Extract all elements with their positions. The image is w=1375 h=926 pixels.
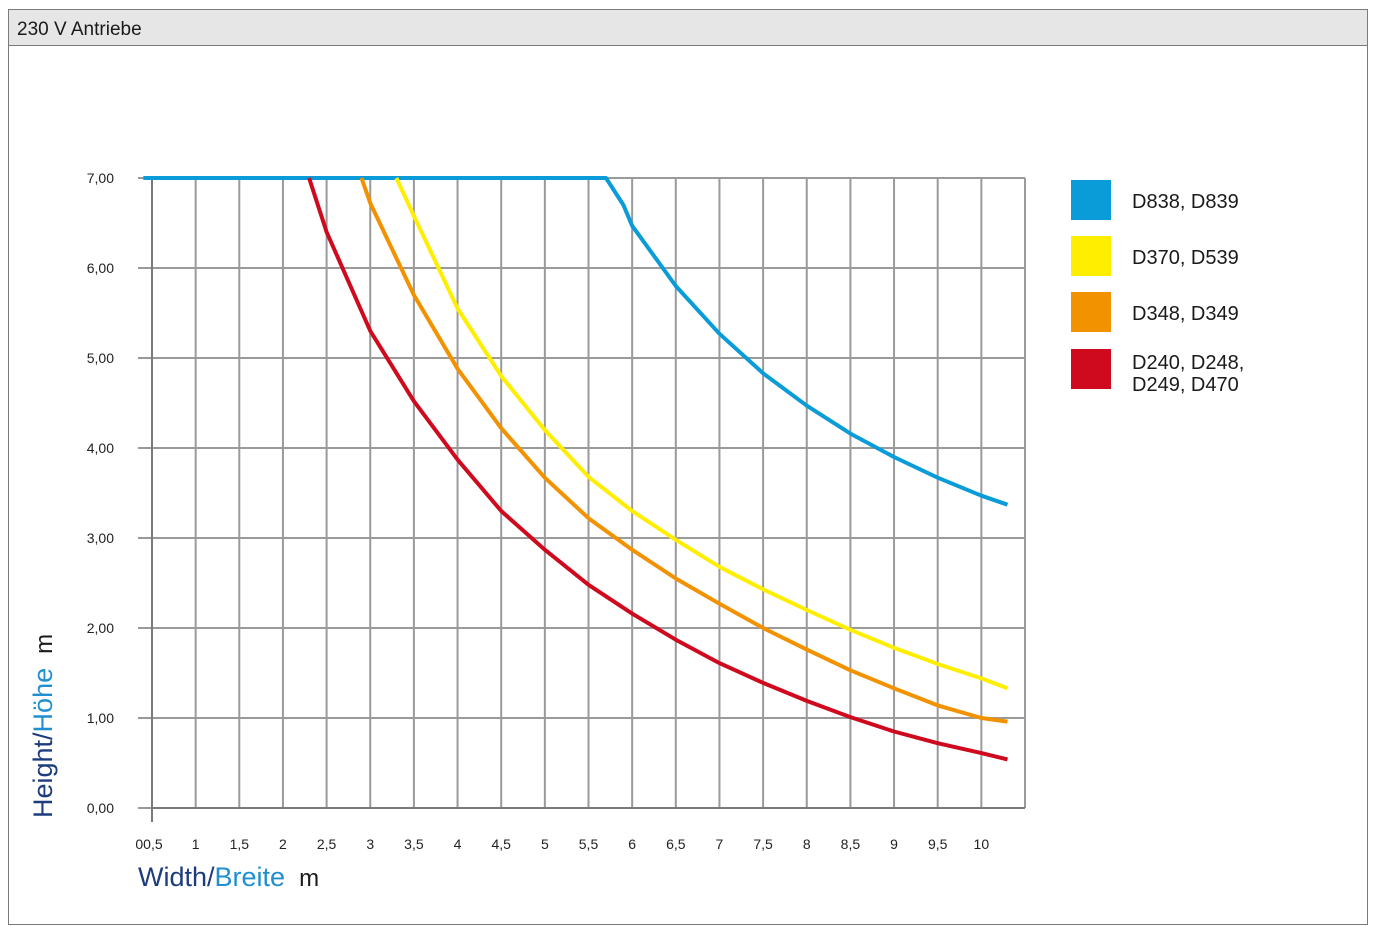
x-tick-label: 10 bbox=[974, 836, 990, 852]
y-tick-label: 5,00 bbox=[87, 350, 114, 366]
title-bar: 230 V Antriebe bbox=[9, 10, 1367, 46]
x-tick-label: 7 bbox=[716, 836, 724, 852]
chart-window: 230 V Antriebe bbox=[8, 9, 1368, 925]
legend-swatch bbox=[1071, 292, 1111, 332]
legend-label: D240, D248, bbox=[1132, 352, 1244, 374]
legend-swatch bbox=[1071, 180, 1111, 220]
x-tick-label: 9,5 bbox=[928, 836, 948, 852]
x-tick-label: 8,5 bbox=[841, 836, 861, 852]
series-line-2 bbox=[394, 177, 1009, 691]
x-tick-label: 4 bbox=[454, 836, 462, 852]
x-tick-label: 3,5 bbox=[404, 836, 424, 852]
y-tick-label: 6,00 bbox=[87, 260, 114, 276]
x-tick-label: 1 bbox=[192, 836, 200, 852]
x-tick-label: 3 bbox=[366, 836, 374, 852]
x-tick-label: 9 bbox=[890, 836, 898, 852]
x-tick-label: 4,5 bbox=[491, 836, 511, 852]
legend-label: D348, D349 bbox=[1132, 303, 1239, 325]
y-tick-label: 4,00 bbox=[87, 440, 114, 456]
x-tick-label: 5 bbox=[541, 836, 549, 852]
x-axis-title: Width/Breite m bbox=[138, 862, 319, 892]
x-tick-label: 7,5 bbox=[753, 836, 773, 852]
y-tick-label: 3,00 bbox=[87, 530, 114, 546]
x-tick-label: 2,5 bbox=[317, 836, 337, 852]
legend-swatch bbox=[1071, 349, 1111, 389]
x-tick-label: 1,5 bbox=[230, 836, 250, 852]
legend-label: D838, D839 bbox=[1132, 191, 1239, 213]
y-axis-title: Height/Höhem bbox=[28, 634, 58, 818]
y-tick-label: 1,00 bbox=[87, 710, 114, 726]
y-tick-label: 7,00 bbox=[87, 170, 114, 186]
x-tick-label: 6,5 bbox=[666, 836, 686, 852]
series-line-4 bbox=[307, 177, 1008, 762]
x-tick-label: 2 bbox=[279, 836, 287, 852]
legend-label: D249, D470 bbox=[1132, 374, 1239, 396]
window-title: 230 V Antriebe bbox=[17, 19, 142, 40]
series-line-3 bbox=[359, 177, 1008, 724]
y-tick-label: 2,00 bbox=[87, 620, 114, 636]
legend-swatch bbox=[1071, 236, 1111, 276]
x-tick-label: 00,5 bbox=[135, 836, 162, 852]
series-line-1 bbox=[143, 176, 1009, 507]
x-tick-label: 6 bbox=[628, 836, 636, 852]
y-tick-label: 0,00 bbox=[87, 800, 114, 816]
legend-label: D370, D539 bbox=[1132, 247, 1239, 269]
x-tick-label: 5,5 bbox=[579, 836, 599, 852]
x-tick-label: 8 bbox=[803, 836, 811, 852]
